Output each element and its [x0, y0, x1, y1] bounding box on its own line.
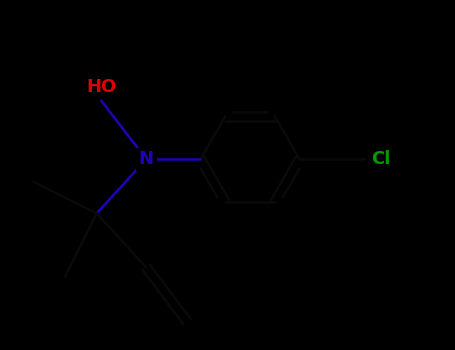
Text: Cl: Cl [371, 150, 390, 168]
Text: N: N [139, 150, 154, 168]
Text: HO: HO [86, 78, 116, 96]
